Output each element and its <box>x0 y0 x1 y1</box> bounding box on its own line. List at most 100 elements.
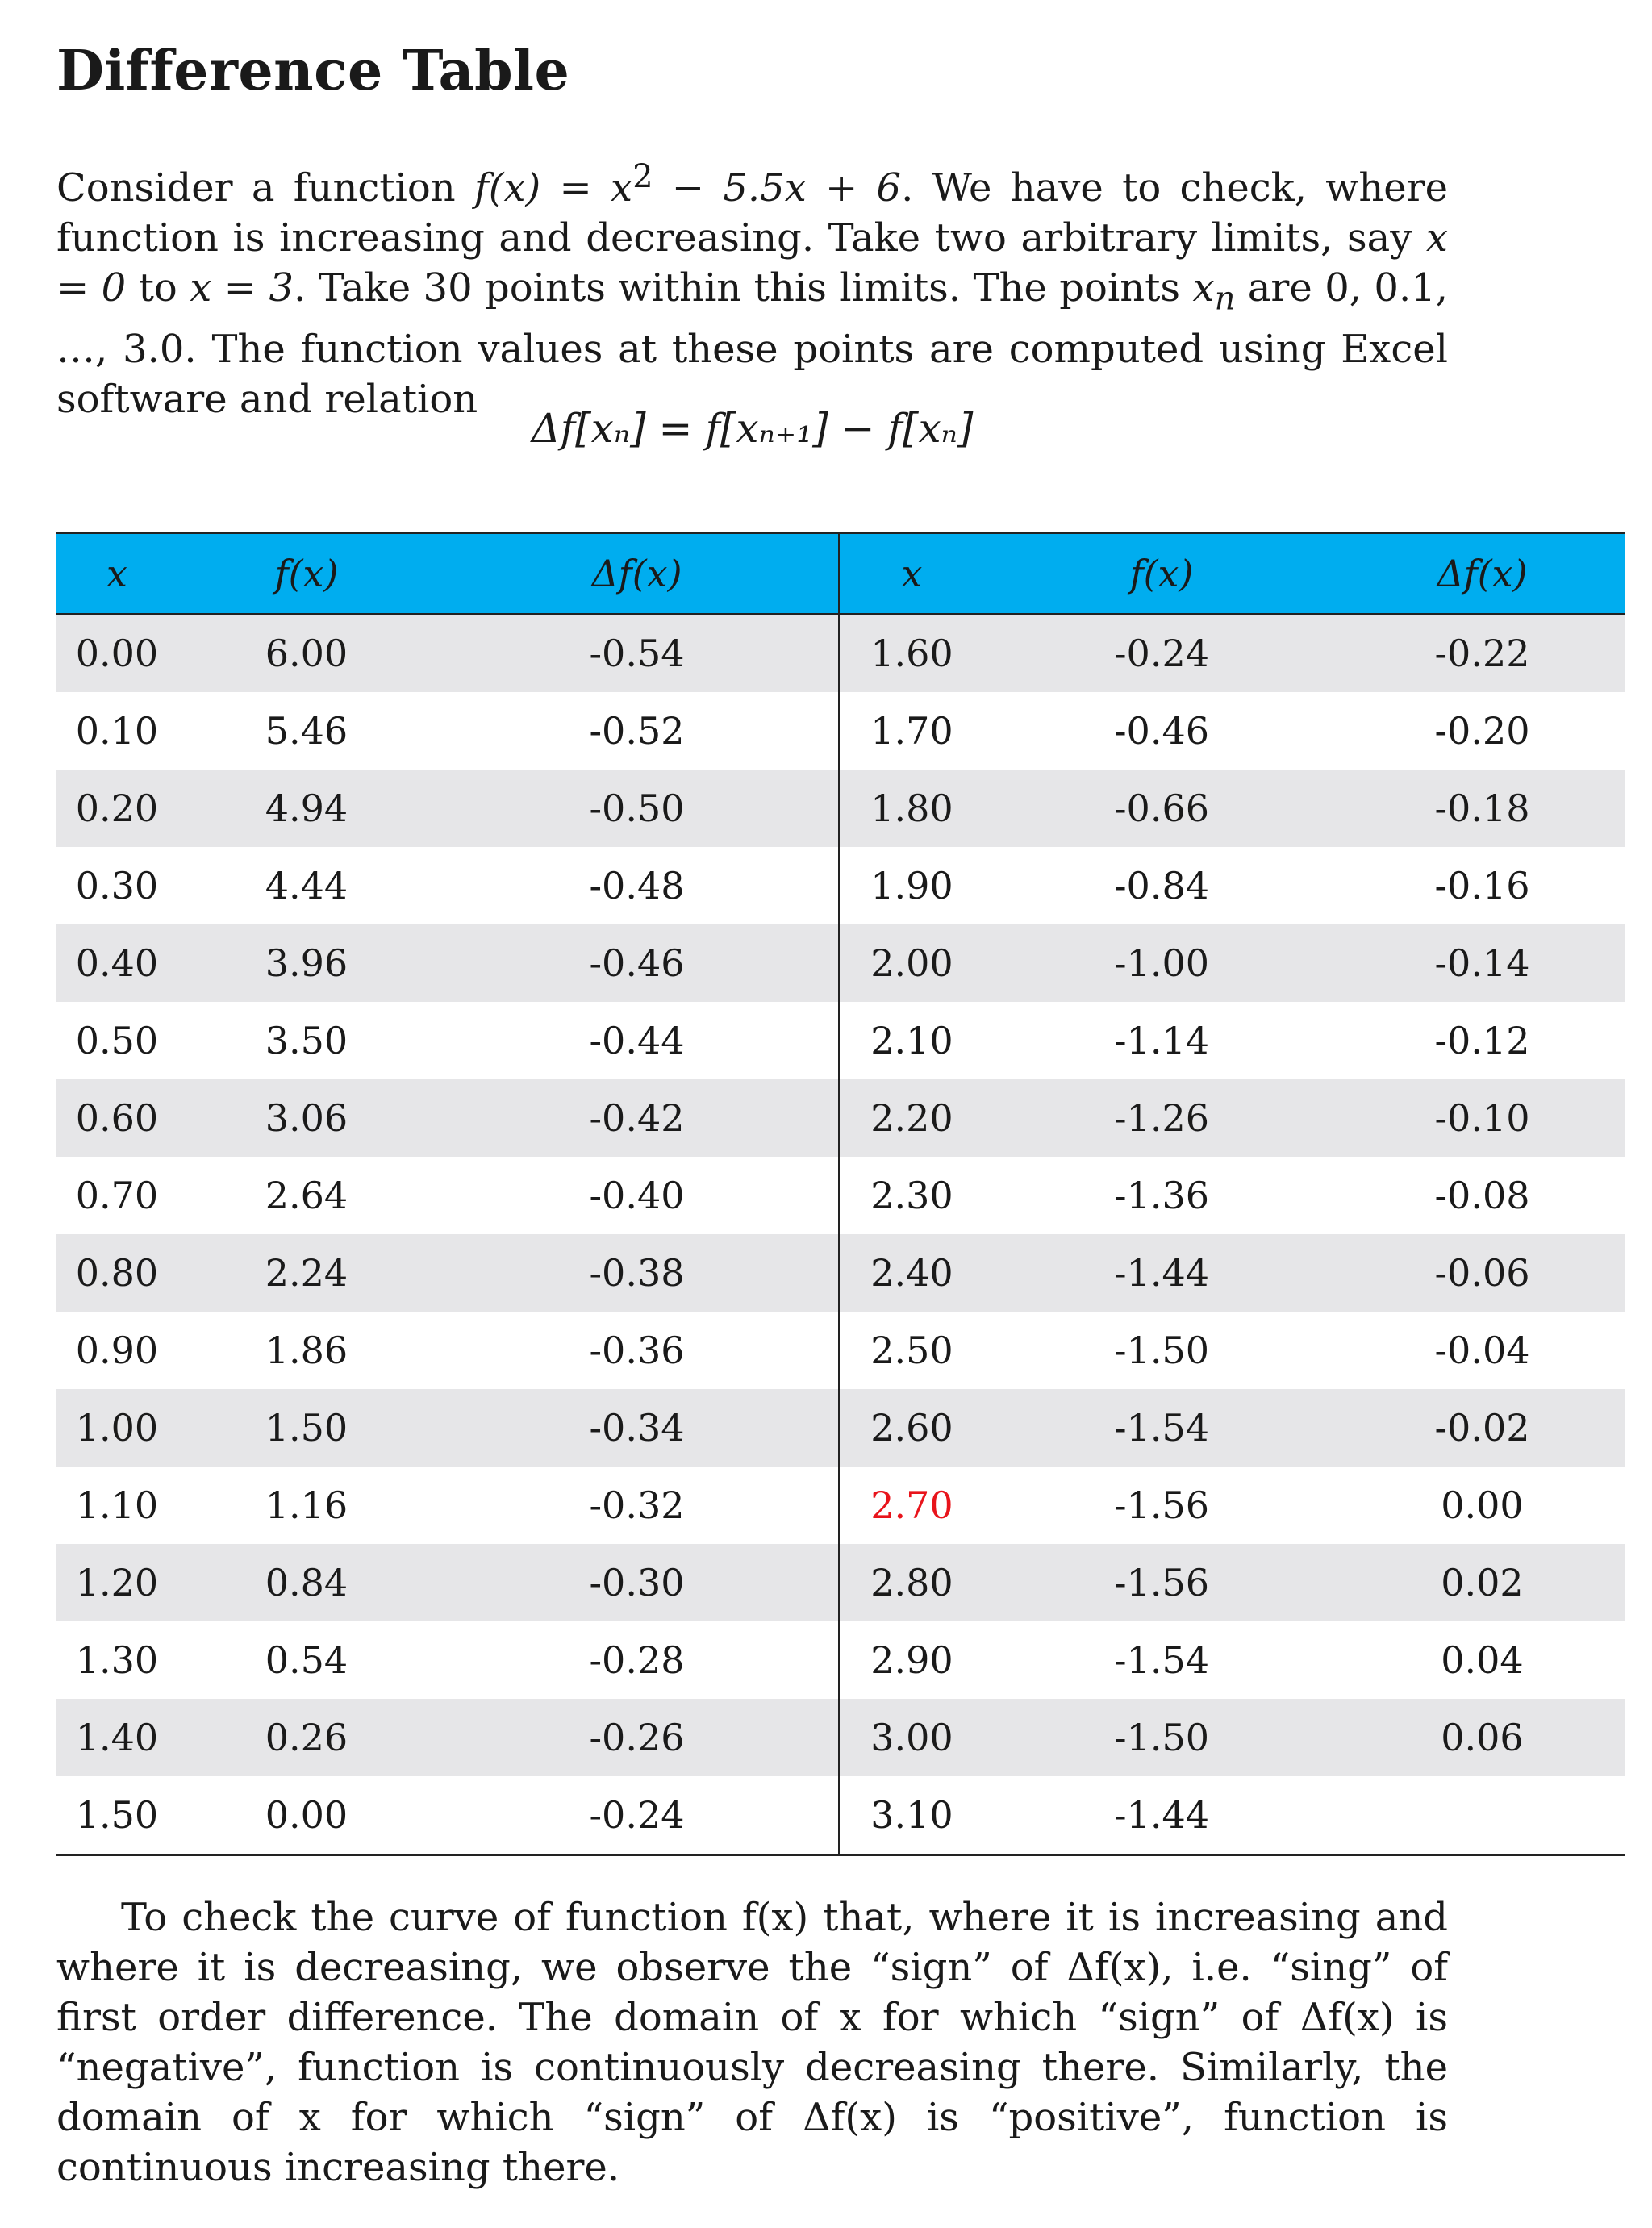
table-cell: 0.10 <box>75 709 159 753</box>
table-cell: 0.70 <box>75 1174 159 1217</box>
table-cell: -0.22 <box>1339 614 1625 692</box>
table-cell: 2.70 <box>870 1483 953 1527</box>
intro-paragraph: Consider a function f(x) = x2 − 5.5x + 6… <box>56 152 1448 424</box>
table-row: 1.10 1.16 -0.32 2.70 -1.56 0.00 <box>56 1467 1625 1544</box>
table-cell: -0.18 <box>1339 770 1625 847</box>
table-cell: 0.06 <box>1339 1699 1625 1776</box>
table-cell: 2.30 <box>870 1174 953 1217</box>
table-cell: -0.44 <box>436 1002 840 1079</box>
table-cell: 2.80 <box>839 1544 984 1621</box>
table-row: 0.50 3.50 -0.44 2.10 -1.14 -0.12 <box>56 1002 1625 1079</box>
table-cell: -0.46 <box>1114 709 1209 753</box>
intro-to: to <box>126 265 190 311</box>
table-cell: -0.42 <box>436 1079 840 1157</box>
table-cell: 3.96 <box>177 924 436 1002</box>
table-cell: -0.38 <box>436 1234 840 1312</box>
intro-eq: = x <box>540 165 633 211</box>
intro-f-expr: f(x) <box>473 165 541 211</box>
table-row: 0.70 2.64 -0.40 2.30 -1.36 -0.08 <box>56 1157 1625 1234</box>
table-cell: 2.64 <box>265 1174 348 1217</box>
table-cell: -0.24 <box>984 614 1339 692</box>
table-row: 1.30 0.54 -0.28 2.90 -1.54 0.04 <box>56 1621 1625 1699</box>
table-cell: -0.36 <box>436 1312 840 1389</box>
table-row: 0.30 4.44 -0.48 1.90 -0.84 -0.16 <box>56 847 1625 924</box>
table-cell: 0.20 <box>56 770 177 847</box>
table-cell: 0.00 <box>1441 1483 1524 1527</box>
header-x-left: x <box>56 532 177 615</box>
table-cell: 0.54 <box>265 1638 348 1682</box>
table-cell: 0.60 <box>56 1079 177 1157</box>
table-cell: -0.14 <box>1339 924 1625 1002</box>
table-row: 1.00 1.50 -0.34 2.60 -1.54 -0.02 <box>56 1389 1625 1467</box>
table-cell: -1.56 <box>984 1544 1339 1621</box>
table-cell: 0.50 <box>75 1019 159 1062</box>
table-cell: -0.54 <box>436 614 840 692</box>
table-body: 0.00 6.00 -0.54 1.60 -0.24 -0.22 0.10 5.46 -0.52… <box>56 614 1625 1856</box>
table-cell: 0.40 <box>56 924 177 1002</box>
table-cell: 0.26 <box>177 1699 436 1776</box>
difference-table: x f(x) Δf(x) x f(x) Δf(x) 0.00 6.00 -0.54 1… <box>56 532 1625 1856</box>
page-title: Difference Table <box>56 39 570 103</box>
table-cell: -0.46 <box>436 924 840 1002</box>
table-cell: 1.20 <box>56 1544 177 1621</box>
table-cell: -1.36 <box>1114 1174 1209 1217</box>
table-cell: 4.44 <box>265 864 348 907</box>
intro-xn: x <box>1192 265 1215 311</box>
table-cell: 1.60 <box>839 614 984 692</box>
table-cell: -1.56 <box>1114 1483 1209 1527</box>
table-cell: -1.54 <box>1114 1638 1209 1682</box>
table-cell: -0.04 <box>1434 1329 1530 1372</box>
table-cell: 6.00 <box>177 614 436 692</box>
intro-n-sub: n <box>1214 280 1236 318</box>
intro-text-3: . Take 30 points within this limits. The… <box>294 265 1193 311</box>
table-cell: 0.90 <box>75 1329 159 1372</box>
table-cell: -0.06 <box>1339 1234 1625 1312</box>
table-cell: 4.94 <box>177 770 436 847</box>
table-cell: 2.40 <box>839 1234 984 1312</box>
table-cell: 0.04 <box>1441 1638 1524 1682</box>
table-cell: 1.70 <box>870 709 953 753</box>
table-cell: 2.10 <box>870 1019 953 1062</box>
table-cell: 2.24 <box>177 1234 436 1312</box>
table-cell: 1.50 <box>177 1389 436 1467</box>
table-cell: -0.12 <box>1434 1019 1530 1062</box>
table-row: 0.40 3.96 -0.46 2.00 -1.00 -0.14 <box>56 924 1625 1002</box>
table-row: 1.20 0.84 -0.30 2.80 -1.56 0.02 <box>56 1544 1625 1621</box>
table-cell: 0.30 <box>75 864 159 907</box>
table-row: 1.40 0.26 -0.26 3.00 -1.50 0.06 <box>56 1699 1625 1776</box>
table-row: 0.90 1.86 -0.36 2.50 -1.50 -0.04 <box>56 1312 1625 1389</box>
intro-limit-1: x = 0 <box>56 215 1448 311</box>
table-cell: -0.52 <box>436 692 840 770</box>
intro-text-2: . We have to check, where function is in… <box>56 165 1448 261</box>
intro-limit-2: x = 3 <box>190 265 294 311</box>
table-cell: 0.80 <box>56 1234 177 1312</box>
table-cell: 0.00 <box>177 1776 436 1856</box>
table-cell: 3.10 <box>839 1776 984 1856</box>
table-cell: -0.32 <box>436 1467 840 1544</box>
conclusion-paragraph: To check the curve of function f(x) that… <box>56 1895 1448 2190</box>
table-cell <box>1339 1776 1625 1856</box>
table-cell: 0.84 <box>177 1544 436 1621</box>
table-row: 1.50 0.00 -0.24 3.10 -1.44 <box>56 1776 1625 1856</box>
table-cell: 1.40 <box>56 1699 177 1776</box>
table-cell: -0.02 <box>1339 1389 1625 1467</box>
table-cell: 1.90 <box>870 864 953 907</box>
table-cell: -1.26 <box>984 1079 1339 1157</box>
table-cell: 1.00 <box>56 1389 177 1467</box>
intro-text-4: are 0, 0.1, …, 3.0. The function values … <box>56 265 1449 422</box>
table-cell: 1.80 <box>839 770 984 847</box>
table-cell: -0.24 <box>436 1776 840 1856</box>
table-cell: -0.40 <box>436 1157 840 1234</box>
table-cell: -0.26 <box>436 1699 840 1776</box>
table-cell: -0.16 <box>1434 864 1530 907</box>
table-cell: 1.30 <box>75 1638 159 1682</box>
table-cell: -1.44 <box>984 1234 1339 1312</box>
table-cell: 1.50 <box>56 1776 177 1856</box>
table-header-row: x f(x) Δf(x) x f(x) Δf(x) <box>56 532 1625 615</box>
header-fx-right: f(x) <box>984 532 1339 615</box>
table-cell: -0.66 <box>984 770 1339 847</box>
difference-equation: Δf[xₙ] = f[xₙ₊₁] − f[xₙ] <box>531 405 974 452</box>
table-cell: -0.20 <box>1434 709 1530 753</box>
intro-text-1: Consider a function <box>56 165 474 211</box>
table-cell: -0.84 <box>1114 864 1209 907</box>
